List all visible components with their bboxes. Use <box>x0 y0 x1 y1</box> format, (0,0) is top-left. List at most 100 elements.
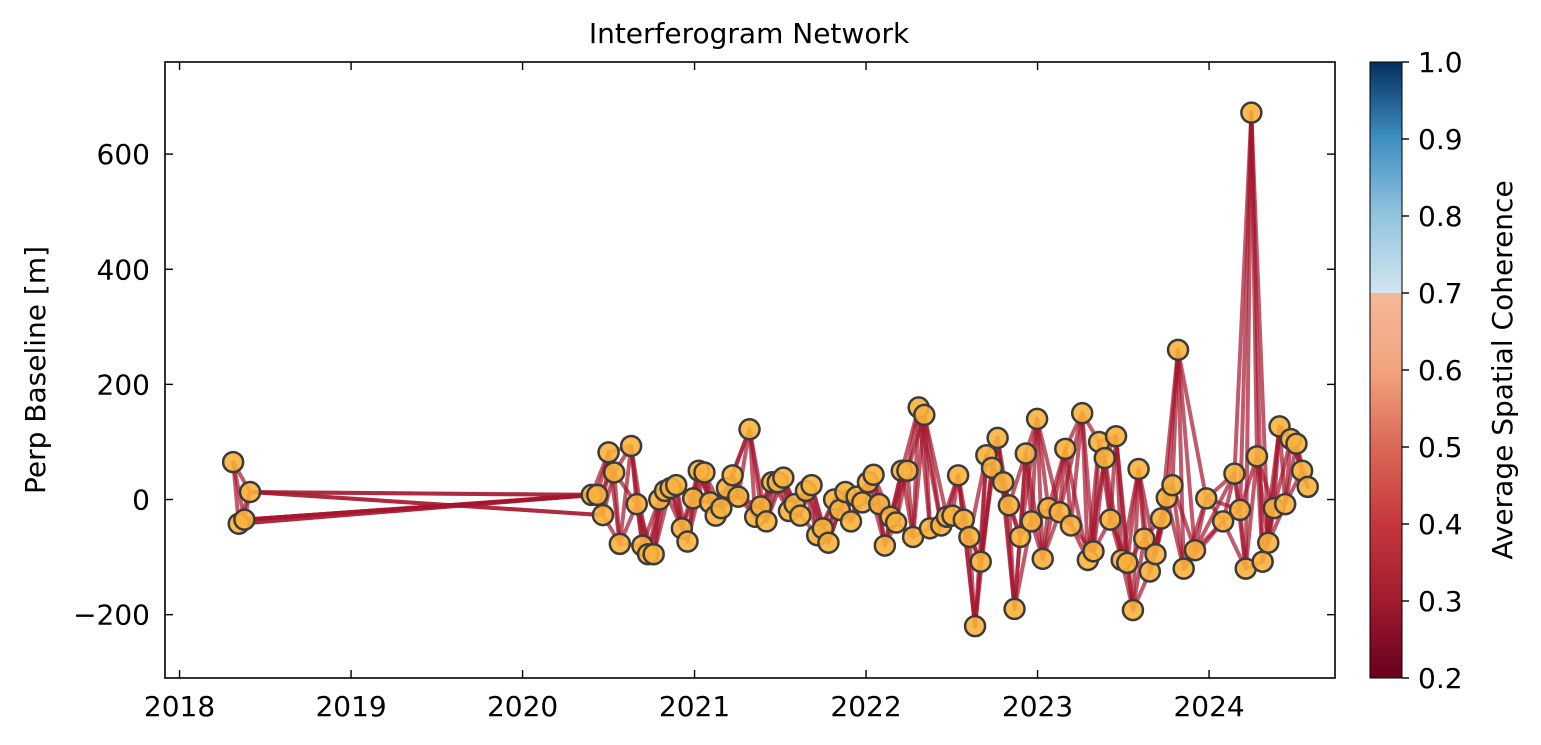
x-tick-label: 2023 <box>1002 690 1073 723</box>
interferogram-edge <box>1243 110 1254 571</box>
acquisition-point <box>1166 338 1190 362</box>
acquisition-point <box>238 480 262 504</box>
acquisition-point <box>602 461 626 484</box>
acquisition-point <box>1172 557 1195 580</box>
colorbar-tick-label: 0.6 <box>1418 354 1463 387</box>
acquisition-point <box>664 473 688 497</box>
acquisition-point <box>727 485 750 508</box>
acquisition-point <box>992 471 1015 494</box>
colorbar-tick-label: 0.2 <box>1418 662 1463 695</box>
acquisition-point <box>1240 101 1263 124</box>
acquisition-point <box>693 461 716 484</box>
acquisition-point <box>676 530 699 553</box>
acquisition-nodes <box>221 101 1319 638</box>
plot-frame <box>164 61 1336 679</box>
acquisition-point <box>1183 538 1207 562</box>
colorbar-tick-label: 0.3 <box>1418 585 1463 618</box>
acquisition-point <box>963 614 987 638</box>
interferogram-edge <box>1249 110 1271 545</box>
colorbar-tick-label: 0.9 <box>1418 123 1463 156</box>
interferogram-edge <box>1006 503 1017 611</box>
acquisition-point <box>800 473 823 497</box>
acquisition-point <box>591 503 615 527</box>
interferogram-edge <box>1243 454 1259 571</box>
interferogram-edge <box>736 427 752 499</box>
acquisition-point <box>710 496 733 520</box>
acquisition-point <box>1132 527 1156 550</box>
acquisition-point <box>997 494 1021 517</box>
acquisition-point <box>958 525 981 549</box>
acquisition-point <box>1054 437 1077 461</box>
acquisition-point <box>1008 525 1032 549</box>
acquisition-point <box>1149 507 1173 530</box>
acquisition-point <box>1093 446 1117 470</box>
acquisition-point <box>1104 424 1128 448</box>
acquisition-point <box>986 426 1009 450</box>
y-axis-label: Perp Baseline [m] <box>19 246 52 494</box>
interferogram-edge <box>612 470 622 546</box>
acquisition-point <box>1273 492 1297 516</box>
acquisition-point <box>619 434 643 458</box>
acquisition-point <box>1285 432 1308 455</box>
interferogram-edge <box>1176 347 1209 501</box>
acquisition-point <box>1296 475 1319 499</box>
x-tick-label: 2024 <box>1173 690 1244 723</box>
acquisition-point <box>1228 498 1252 522</box>
y-tick-label: 400 <box>97 253 150 286</box>
acquisition-point <box>980 456 1004 480</box>
interferogram-edge <box>242 492 594 522</box>
y-tick-label: 200 <box>97 368 150 401</box>
interferogram-edge <box>1057 411 1085 515</box>
interferogram-edge <box>1068 411 1085 528</box>
acquisition-point <box>608 532 632 556</box>
colorbar-tick-label: 0.5 <box>1418 431 1463 464</box>
acquisition-point <box>1121 598 1145 622</box>
acquisition-point <box>1161 473 1184 497</box>
x-tick-label: 2019 <box>315 690 386 723</box>
acquisition-point <box>1099 508 1122 531</box>
acquisition-point <box>1144 542 1167 566</box>
acquisition-point <box>721 464 744 487</box>
colorbar <box>1369 61 1403 679</box>
acquisition-point <box>1020 510 1043 533</box>
acquisition-point <box>1223 462 1246 485</box>
acquisition-point <box>586 483 609 507</box>
acquisition-point <box>1116 551 1139 575</box>
acquisition-point <box>1059 514 1083 537</box>
interferogram-edge <box>922 412 949 519</box>
interferogram-edge <box>1176 347 1186 571</box>
acquisition-point <box>1031 547 1054 571</box>
acquisition-point <box>1070 401 1094 425</box>
acquisition-point <box>642 542 665 566</box>
colorbar-tick-label: 0.7 <box>1418 277 1463 310</box>
acquisition-point <box>839 510 863 533</box>
acquisition-point <box>233 508 256 531</box>
acquisition-point <box>1245 445 1269 468</box>
x-tick-label: 2018 <box>144 690 215 723</box>
y-tick-label: −200 <box>73 599 150 632</box>
x-tick-label: 2020 <box>487 690 558 723</box>
acquisition-point <box>597 441 620 464</box>
acquisition-point <box>221 450 245 474</box>
interferogram-edge <box>1176 347 1197 553</box>
acquisition-point <box>1211 510 1235 533</box>
colorbar-tick-label: 0.8 <box>1418 200 1463 233</box>
acquisition-point <box>1003 597 1026 621</box>
acquisition-point <box>755 510 778 533</box>
acquisition-point <box>946 464 970 487</box>
interferogram-edge <box>1130 536 1147 613</box>
y-tick-label: 600 <box>97 138 150 171</box>
interferogram-edge <box>248 490 605 518</box>
colorbar-ticks: 0.2 0.3 0.4 0.5 0.6 0.7 0.8 0.9 1.0 <box>1402 46 1463 695</box>
colorbar-tick-label: 0.4 <box>1418 508 1463 541</box>
interferogram-edge <box>248 490 600 497</box>
colorbar-label: Average Spatial Coherence <box>1486 180 1519 559</box>
colorbar-tick-label: 1.0 <box>1418 46 1463 79</box>
acquisition-point <box>772 466 795 489</box>
acquisition-point <box>1014 442 1038 465</box>
acquisition-point <box>969 550 992 573</box>
acquisition-point <box>913 403 936 427</box>
acquisition-point <box>1257 531 1280 554</box>
acquisition-point <box>1025 407 1049 431</box>
interferogram-edge <box>617 443 634 546</box>
